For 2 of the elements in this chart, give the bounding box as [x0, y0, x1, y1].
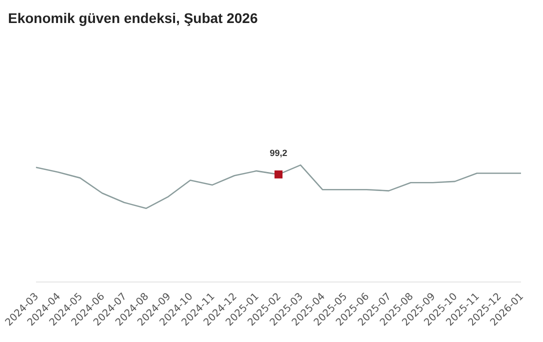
text: 99,2: [270, 148, 288, 158]
chart-title: Ekonomik güven endeksi, Şubat 2026: [8, 10, 258, 26]
